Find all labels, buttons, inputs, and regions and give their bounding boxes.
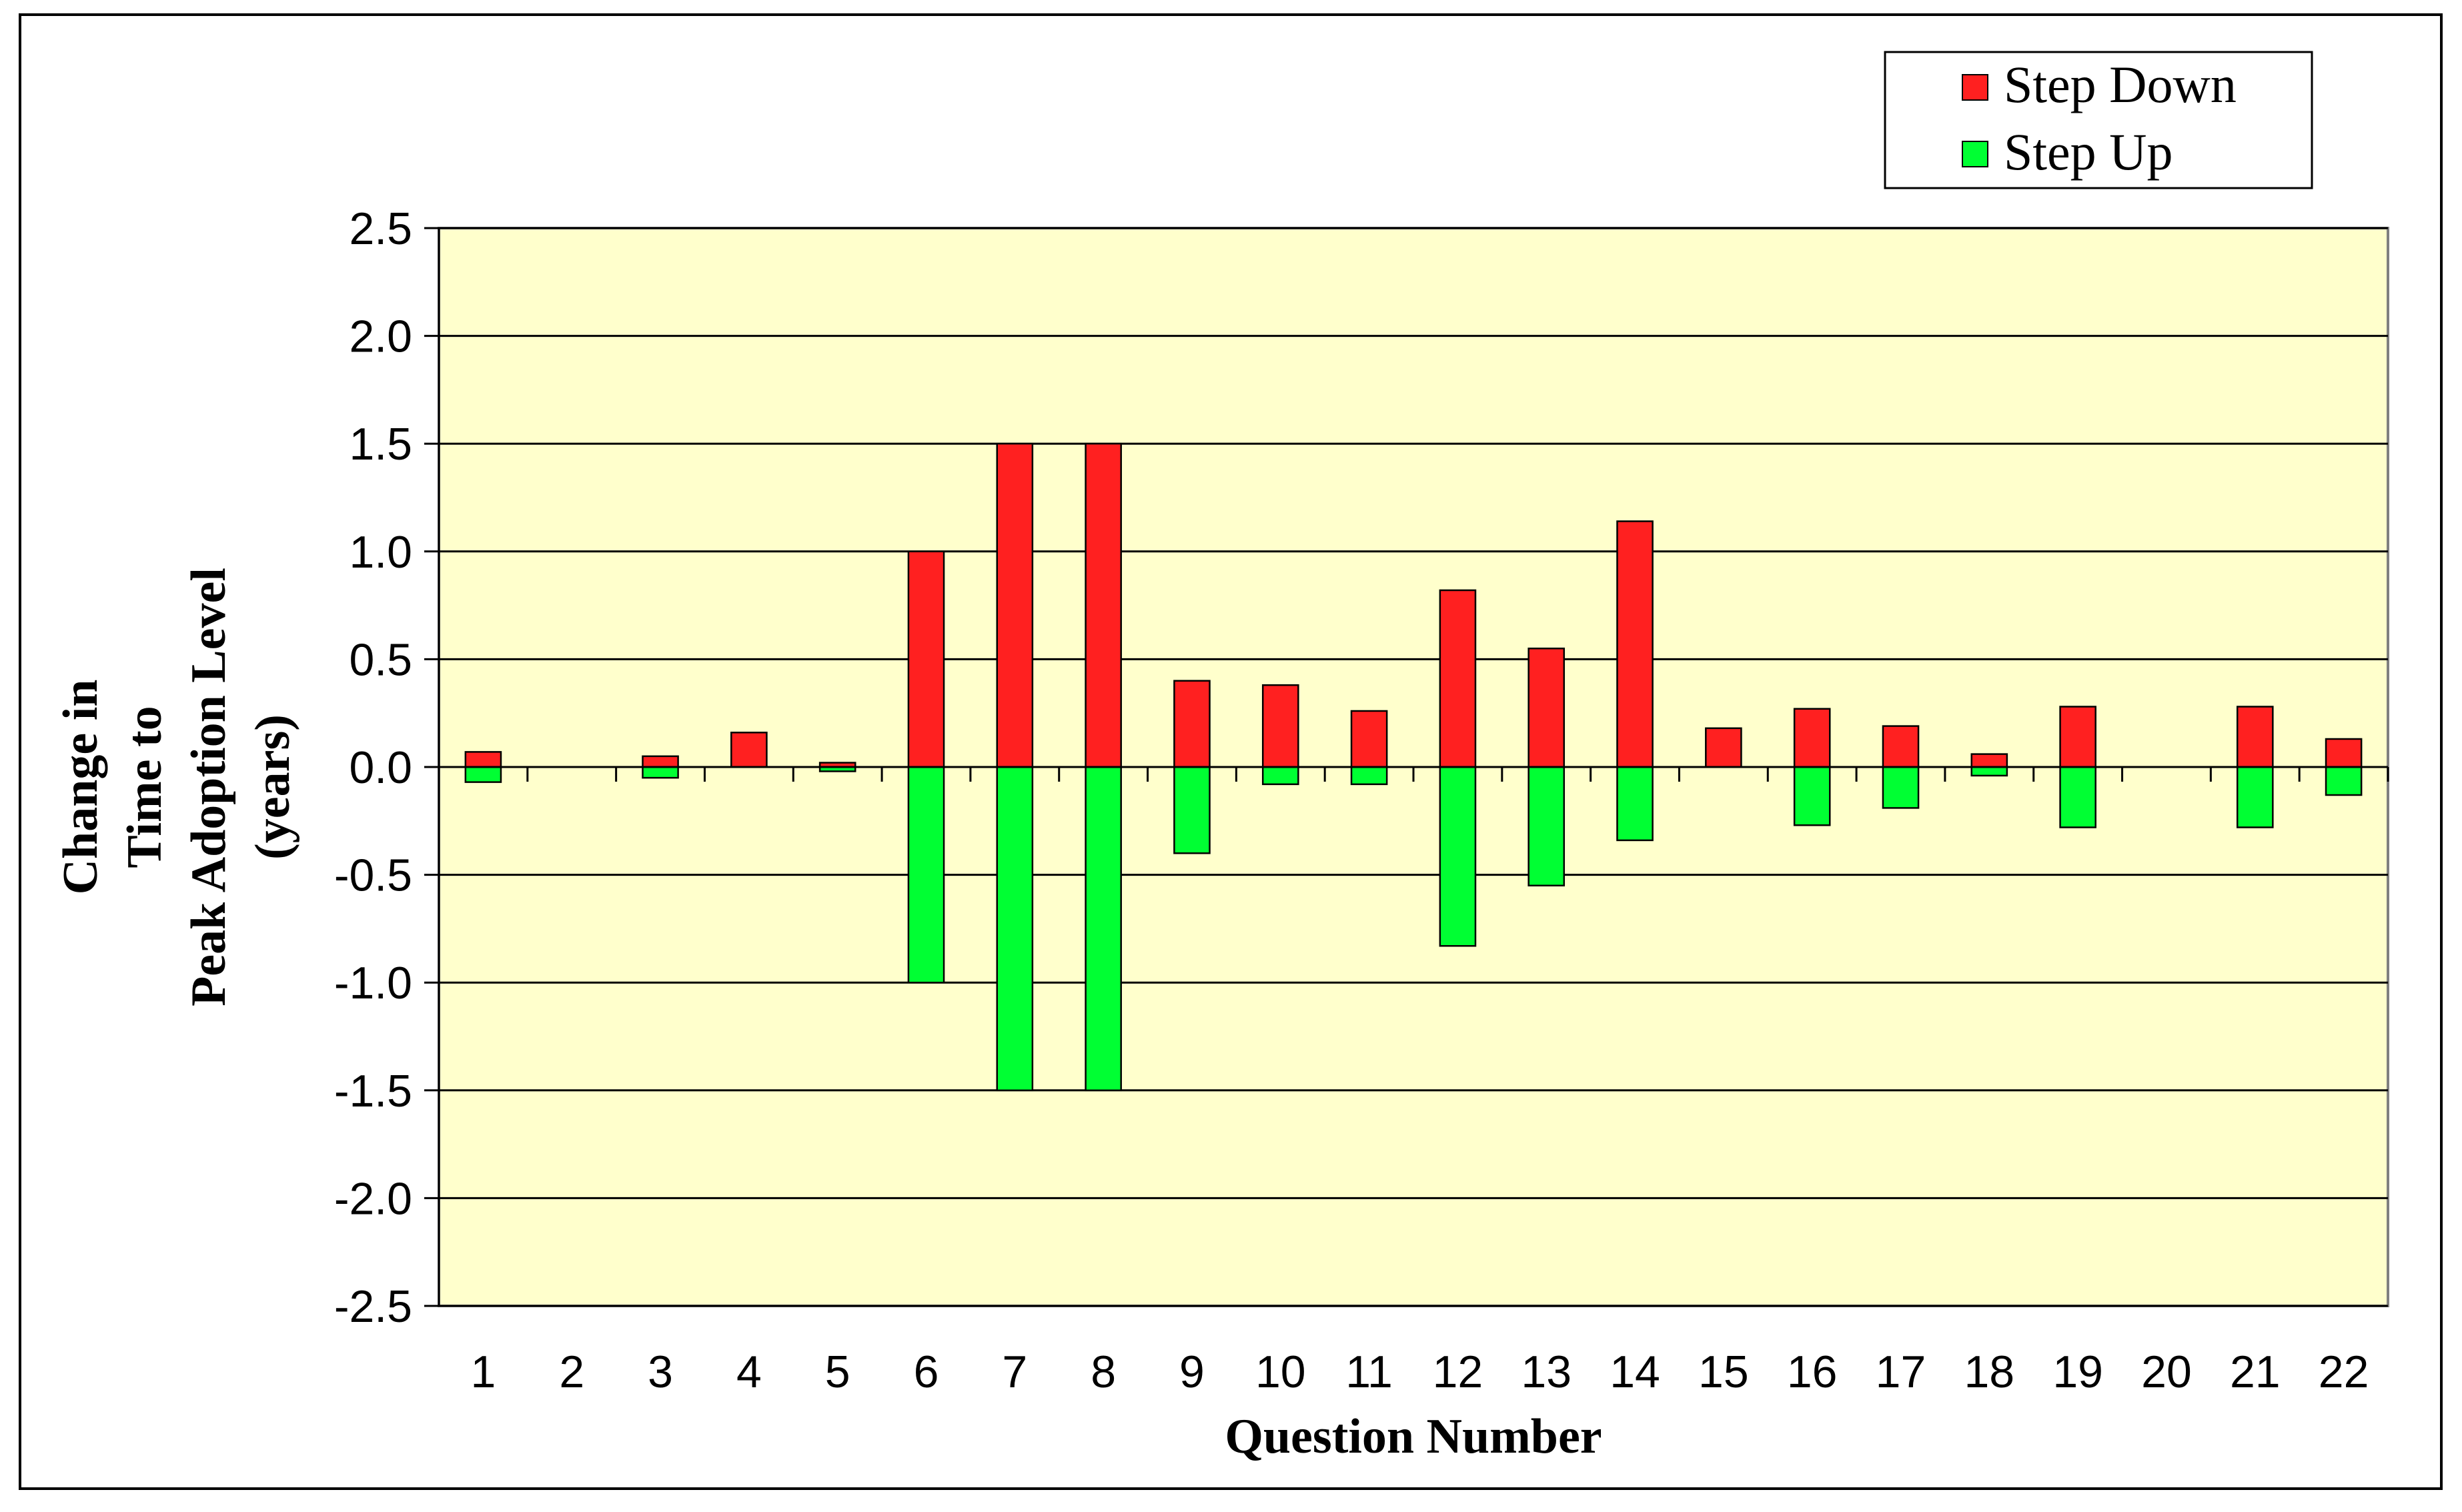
x-tick-label: 19: [2052, 1347, 2103, 1397]
y-axis-title-line: Time to: [117, 706, 172, 868]
bar-step-down-q7: [996, 442, 1034, 768]
y-tick-label: -1.0: [334, 958, 412, 1008]
y-tick-label: -0.5: [334, 850, 412, 901]
x-tick-label: 12: [1433, 1347, 1483, 1397]
y-tick-label: -2.5: [334, 1281, 412, 1332]
x-tick-label: 21: [2230, 1347, 2281, 1397]
y-axis-title: Change in Time to Peak Adoption Level (year…: [53, 568, 300, 1006]
x-tick-label: 7: [1002, 1347, 1027, 1397]
legend-label-step-down: Step Down: [2004, 55, 2237, 113]
y-axis-title-line: (years): [245, 714, 300, 860]
bar-step-up-q21: [2236, 766, 2274, 828]
x-tick-label: 18: [1964, 1347, 2014, 1397]
x-tick-label: 6: [914, 1347, 939, 1397]
bar-step-down-q6: [907, 550, 945, 768]
legend: Step Down Step Up: [1884, 51, 2313, 189]
bar-step-up-q8: [1085, 766, 1122, 1092]
y-tick-labels: 2.5 2.0 1.5 1.0 0.5 0.0 -0.5 -1.0 -1.5 -2.0 -2.5: [334, 203, 412, 1332]
bar-step-up-q13: [1527, 766, 1566, 887]
x-tick-label: 16: [1787, 1347, 1838, 1397]
bar-step-down-q8: [1085, 442, 1122, 768]
bar-step-up-q10: [1261, 766, 1299, 786]
bar-step-down-q18: [1970, 753, 2008, 768]
axes: [424, 227, 2389, 1307]
bar-step-down-q17: [1882, 725, 1920, 768]
y-tick-label: 0.0: [349, 742, 412, 793]
legend-label-step-up: Step Up: [2004, 123, 2173, 181]
x-tick-label: 8: [1091, 1347, 1116, 1397]
bars: [464, 442, 2363, 1092]
bar-step-up-q7: [996, 766, 1034, 1092]
x-tick-label: 15: [1698, 1347, 1749, 1397]
bar-step-down-q19: [2059, 706, 2096, 768]
y-tick-label: 1.0: [349, 527, 412, 578]
bar-step-down-q4: [730, 732, 768, 768]
bar-step-down-q13: [1527, 647, 1566, 768]
x-tick-label: 17: [1876, 1347, 1926, 1397]
bar-step-down-q10: [1261, 684, 1299, 768]
legend-swatch-step-up: [1962, 141, 1988, 167]
y-tick-label: -1.5: [334, 1066, 412, 1116]
bar-step-down-q9: [1173, 680, 1211, 768]
bar-step-down-q15: [1705, 727, 1742, 768]
x-tick-label: 9: [1179, 1347, 1205, 1397]
y-axis-title-line: Peak Adoption Level: [181, 568, 236, 1006]
x-axis-title: Question Number: [1225, 1409, 1602, 1464]
bar-step-down-q16: [1793, 708, 1831, 768]
x-tick-label: 13: [1521, 1347, 1572, 1397]
x-tick-label: 22: [2319, 1347, 2369, 1397]
bar-step-down-q3: [642, 755, 679, 768]
y-tick-label: 0.5: [349, 634, 412, 685]
x-tick-labels: 1 2 3 4 5 6 7 8 9 10 11 12 13 14 15 16 17 18 19 20 21 22: [470, 1347, 2369, 1397]
bar-step-up-q9: [1173, 766, 1211, 854]
y-axis-title-line: Change in: [53, 680, 108, 895]
bar-step-up-q22: [2325, 766, 2363, 796]
x-tick-label: 3: [648, 1347, 673, 1397]
y-tick-label: 1.5: [349, 419, 412, 470]
bar-step-up-q1: [464, 766, 502, 783]
bar-step-up-q12: [1439, 766, 1477, 947]
bar-step-down-q1: [464, 751, 502, 768]
x-tick-label: 10: [1255, 1347, 1306, 1397]
bar-step-up-q17: [1882, 766, 1920, 809]
bar-step-up-q16: [1793, 766, 1831, 826]
y-tick-label: 2.0: [349, 311, 412, 362]
x-tick-label: 20: [2141, 1347, 2192, 1397]
legend-swatch-step-down: [1962, 74, 1988, 101]
bar-step-down-q14: [1616, 520, 1654, 768]
bar-step-up-q11: [1350, 766, 1388, 786]
x-tick-label: 1: [470, 1347, 496, 1397]
gridlines: [439, 227, 2388, 1307]
bar-step-up-q3: [642, 766, 679, 779]
bar-step-down-q22: [2325, 738, 2363, 768]
bar-step-up-q18: [1970, 766, 2008, 777]
x-tick-label: 5: [825, 1347, 850, 1397]
bar-step-down-q11: [1350, 710, 1388, 768]
bar-step-down-q12: [1439, 589, 1477, 768]
x-tick-label: 14: [1610, 1347, 1660, 1397]
bar-step-up-q19: [2059, 766, 2096, 828]
bar-step-up-q14: [1616, 766, 1654, 842]
bar-step-up-q6: [907, 766, 945, 984]
legend-box: [1884, 51, 2313, 189]
x-tick-label: 11: [1345, 1347, 1393, 1397]
y-tick-label: 2.5: [349, 203, 412, 254]
bar-step-down-q21: [2236, 706, 2274, 768]
y-tick-label: -2.0: [334, 1173, 412, 1224]
x-tick-label: 2: [559, 1347, 584, 1397]
x-tick-label: 4: [736, 1347, 762, 1397]
